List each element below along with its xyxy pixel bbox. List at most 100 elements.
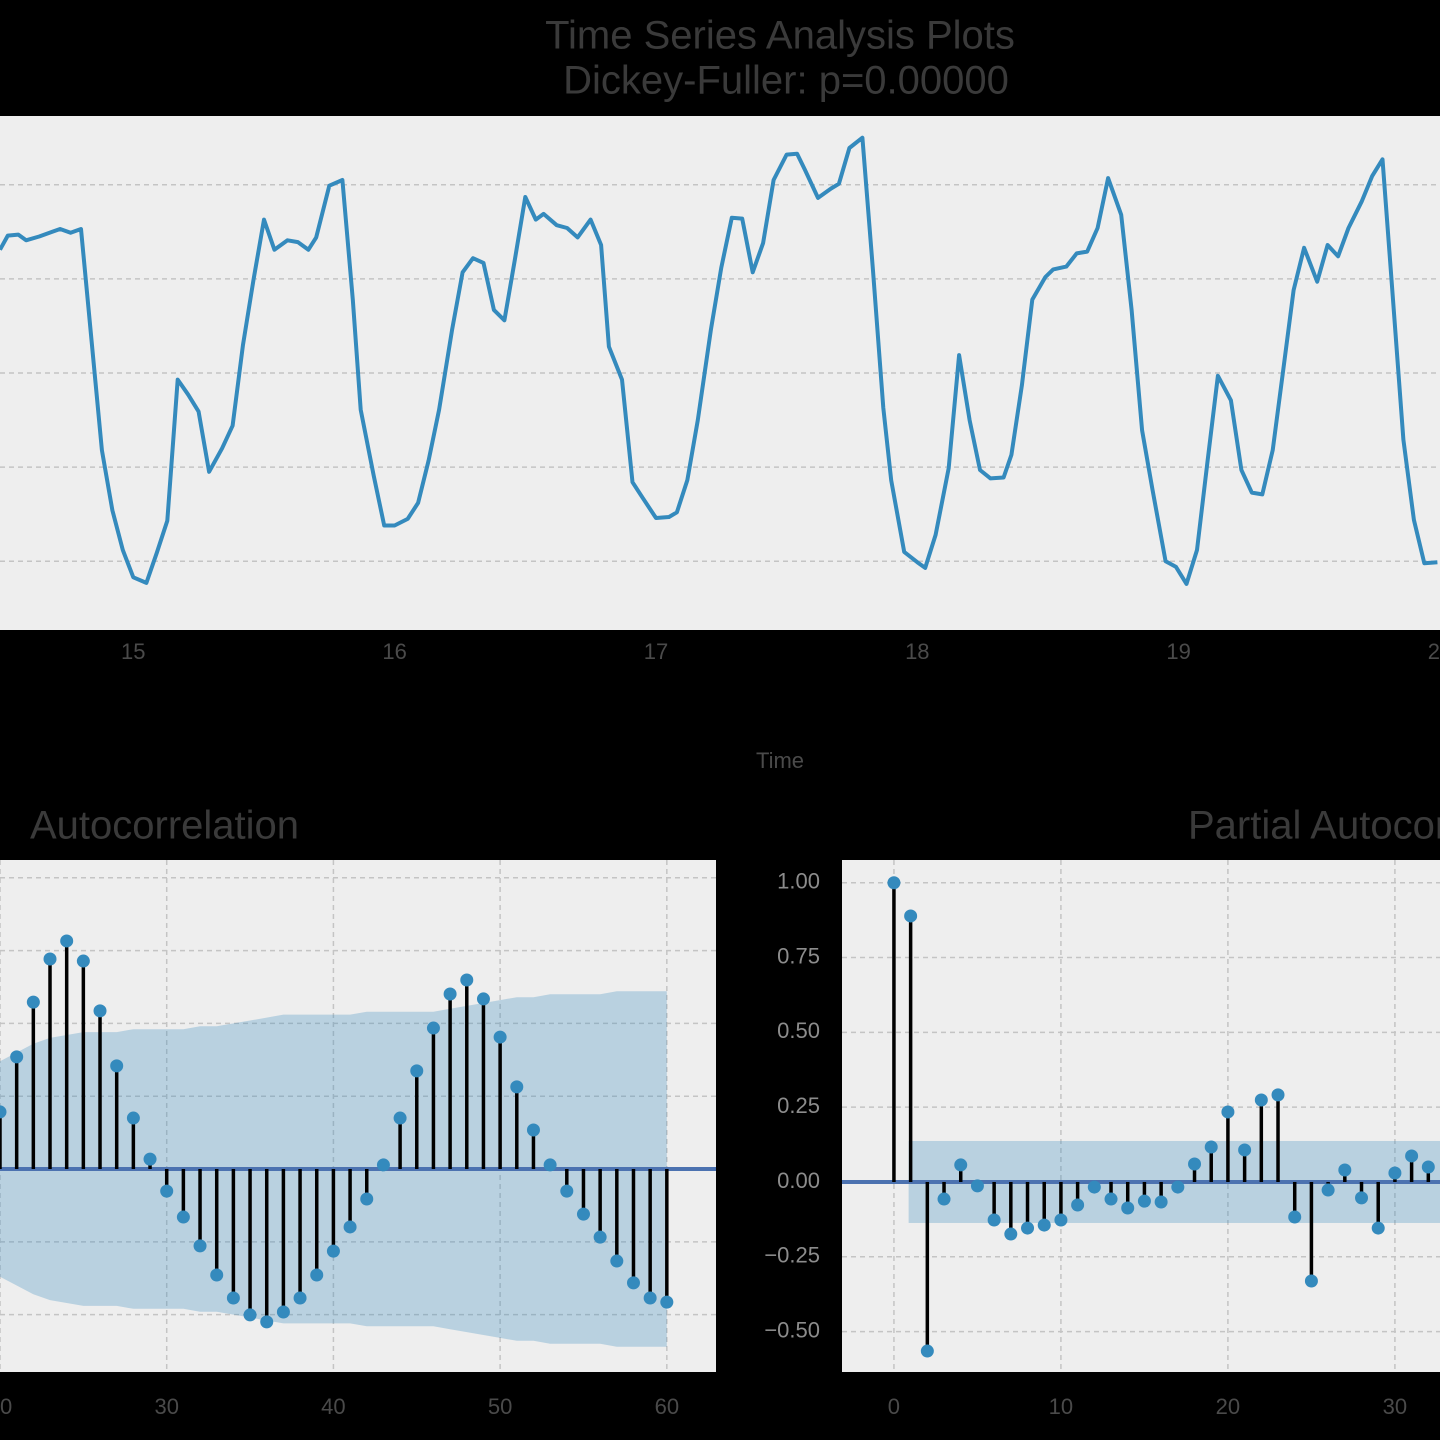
stem-marker: [920, 1344, 934, 1358]
stem-marker: [576, 1207, 590, 1221]
stem-marker: [510, 1080, 524, 1094]
stem-marker: [443, 987, 457, 1001]
x-tick-label: 16: [382, 639, 406, 664]
plot-background: [0, 860, 716, 1372]
stem-marker: [610, 1254, 624, 1268]
stem-marker: [1188, 1157, 1202, 1171]
stem-marker: [43, 952, 57, 966]
x-axis-label: Time: [756, 748, 804, 773]
stem-marker: [1087, 1180, 1101, 1194]
stem-marker: [1221, 1105, 1235, 1119]
stem-marker: [226, 1291, 240, 1305]
stem-marker: [1104, 1192, 1118, 1206]
stem-marker: [954, 1158, 968, 1172]
x-tick-label: 60: [655, 1394, 679, 1419]
x-tick-label: 30: [154, 1394, 178, 1419]
stem-marker: [460, 973, 474, 987]
stem-marker: [643, 1291, 657, 1305]
series-line: [0, 135, 1438, 586]
plot-background: [842, 860, 1440, 1372]
stem-marker: [626, 1276, 640, 1290]
stem-marker: [1037, 1218, 1051, 1232]
stem-marker: [243, 1308, 257, 1322]
chart-title: Time Series Analysis Plots: [545, 14, 1015, 58]
stem-marker: [560, 1184, 574, 1198]
x-tick-label: 40: [321, 1394, 345, 1419]
stem-marker: [1371, 1221, 1385, 1235]
stem-marker: [1338, 1163, 1352, 1177]
x-tick-label: 18: [905, 639, 929, 664]
stem-marker: [887, 876, 901, 890]
stem-marker: [176, 1210, 190, 1224]
y-tick-label: 0.50: [777, 1018, 820, 1043]
x-tick-label: 20: [0, 1394, 12, 1419]
y-tick-label: 0.25: [777, 1093, 820, 1118]
stem-marker: [1304, 1274, 1318, 1288]
stem-marker: [93, 1004, 107, 1018]
stem-marker: [376, 1158, 390, 1172]
stem-marker: [660, 1295, 674, 1309]
stem-marker: [1405, 1149, 1419, 1163]
y-tick-label: −0.50: [764, 1317, 820, 1342]
stem-marker: [1121, 1201, 1135, 1215]
x-tick-label: 10: [1049, 1394, 1073, 1419]
stem-marker: [593, 1230, 607, 1244]
x-tick-label: 19: [1166, 639, 1190, 664]
chart-title: Autocorrelation: [30, 804, 299, 848]
stem-marker: [1171, 1180, 1185, 1194]
x-tick-label: 50: [488, 1394, 512, 1419]
stem-marker: [193, 1239, 207, 1253]
stem-marker: [476, 992, 490, 1006]
stem-marker: [1004, 1227, 1018, 1241]
stem-marker: [326, 1244, 340, 1258]
stem-marker: [0, 1105, 7, 1119]
stem-marker: [276, 1305, 290, 1319]
stem-marker: [970, 1179, 984, 1193]
stem-marker: [937, 1192, 951, 1206]
chart-title: Partial Autocorrelation: [1188, 804, 1440, 848]
x-tick-label: 20: [1216, 1394, 1240, 1419]
y-tick-label: 0.75: [777, 943, 820, 968]
stem-marker: [160, 1184, 174, 1198]
stem-marker: [1204, 1140, 1218, 1154]
stem-marker: [543, 1158, 557, 1172]
stem-marker: [426, 1021, 440, 1035]
stem-marker: [904, 909, 918, 923]
stem-marker: [1137, 1194, 1151, 1208]
y-tick-label: 1.00: [777, 869, 820, 894]
stem-marker: [343, 1220, 357, 1234]
x-tick-label: 17: [644, 639, 668, 664]
stem-marker: [360, 1192, 374, 1206]
x-tick-label: 15: [121, 639, 145, 664]
stem-marker: [393, 1111, 407, 1125]
stem-marker: [1288, 1210, 1302, 1224]
x-tick-label: 30: [1383, 1394, 1407, 1419]
x-tick-label: 0: [888, 1394, 900, 1419]
stem-marker: [293, 1291, 307, 1305]
stem-marker: [1254, 1093, 1268, 1107]
chart-subtitle: Dickey-Fuller: p=0.00000: [563, 59, 1009, 103]
stem-marker: [260, 1315, 274, 1329]
stem-marker: [1388, 1166, 1402, 1180]
stem-marker: [310, 1268, 324, 1282]
stem-marker: [10, 1050, 24, 1064]
y-tick-label: −0.25: [764, 1243, 820, 1268]
stem-marker: [1021, 1221, 1035, 1235]
stem-marker: [1355, 1191, 1369, 1205]
stem-marker: [1054, 1213, 1068, 1227]
stem-marker: [1271, 1088, 1285, 1102]
stem-marker: [1421, 1160, 1435, 1174]
stem-marker: [410, 1064, 424, 1078]
stem-marker: [1154, 1195, 1168, 1209]
stem-marker: [26, 995, 40, 1009]
x-tick-label: 20: [1428, 639, 1440, 664]
stem-marker: [1321, 1183, 1335, 1197]
stem-marker: [493, 1030, 507, 1044]
stem-marker: [110, 1059, 124, 1073]
stem-marker: [1071, 1198, 1085, 1212]
stem-marker: [76, 954, 90, 968]
stem-marker: [1238, 1143, 1252, 1157]
stem-marker: [526, 1123, 540, 1137]
